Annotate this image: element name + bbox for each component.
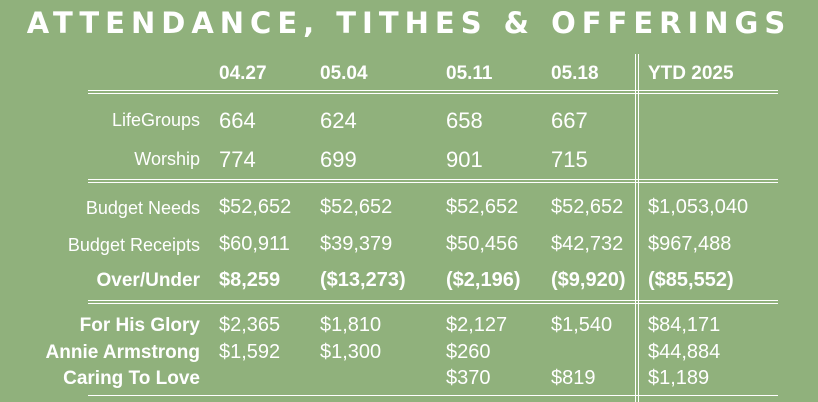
budget-receipts-0427: $60,911	[219, 233, 290, 255]
budget-needs-0518: $52,652	[551, 196, 624, 218]
lifegroups-0511: 658	[446, 108, 483, 133]
over-under-ytd: ($85,552)	[648, 269, 734, 291]
for-his-glory-0518: $1,540	[551, 314, 613, 336]
lifegroups-0518: 667	[551, 108, 588, 133]
budget-needs-ytd: $1,053,040	[648, 196, 749, 218]
column-header-0511: 05.11	[446, 63, 493, 84]
column-header-0427: 04.27	[219, 63, 267, 84]
column-header-0504: 05.04	[320, 63, 368, 84]
separator-budget	[88, 300, 778, 304]
row-label-budget-receipts: Budget Receipts	[67, 235, 200, 255]
for-his-glory-0511: $2,127	[446, 314, 508, 336]
worship-0511: 901	[446, 147, 483, 172]
annie-armstrong-0427: $1,592	[219, 341, 281, 363]
annie-armstrong-0504: $1,300	[320, 341, 382, 363]
budget-receipts-0504: $39,379	[320, 233, 393, 255]
caring-to-love-ytd: $1,189	[648, 367, 710, 389]
caring-to-love-0518: $819	[551, 367, 596, 389]
worship-0427: 774	[219, 147, 256, 172]
budget-needs-0504: $52,652	[320, 196, 393, 218]
row-label-worship: Worship	[134, 149, 200, 169]
separator-header	[88, 90, 778, 94]
budget-receipts-0518: $42,732	[551, 233, 624, 255]
row-label-budget-needs: Budget Needs	[85, 198, 200, 218]
ytd-divider	[635, 54, 639, 402]
report-title: ATTENDANCE, TITHES & OFFERINGS	[26, 6, 792, 40]
row-label-over-under: Over/Under	[96, 270, 200, 291]
budget-needs-0511: $52,652	[446, 196, 519, 218]
over-under-0518: ($9,920)	[551, 269, 626, 291]
over-under-0511: ($2,196)	[446, 269, 521, 291]
lifegroups-0427: 664	[219, 108, 256, 133]
for-his-glory-0504: $1,810	[320, 314, 382, 336]
budget-receipts-0511: $50,456	[446, 233, 519, 255]
caring-to-love-0511: $370	[446, 367, 491, 389]
for-his-glory-0427: $2,365	[219, 314, 281, 336]
column-header-0518: 05.18	[551, 63, 599, 84]
over-under-0504: ($13,273)	[320, 269, 406, 291]
lifegroups-0504: 624	[320, 108, 357, 133]
budget-needs-0427: $52,652	[219, 196, 292, 218]
row-label-lifegroups: LifeGroups	[111, 110, 200, 130]
budget-receipts-ytd: $967,488	[648, 233, 732, 255]
annie-armstrong-0511: $260	[446, 341, 491, 363]
worship-0504: 699	[320, 147, 357, 172]
row-label-caring-to-love: Caring To Love	[63, 368, 200, 389]
separator-bottom	[88, 395, 778, 398]
annie-armstrong-ytd: $44,884	[648, 341, 721, 363]
row-label-for-his-glory: For His Glory	[79, 315, 200, 336]
column-header-ytd: YTD 2025	[648, 63, 734, 84]
for-his-glory-ytd: $84,171	[648, 314, 721, 336]
separator-attendance	[88, 179, 778, 183]
worship-0518: 715	[551, 147, 588, 172]
row-label-annie-armstrong: Annie Armstrong	[45, 342, 200, 363]
over-under-0427: $8,259	[219, 269, 281, 291]
